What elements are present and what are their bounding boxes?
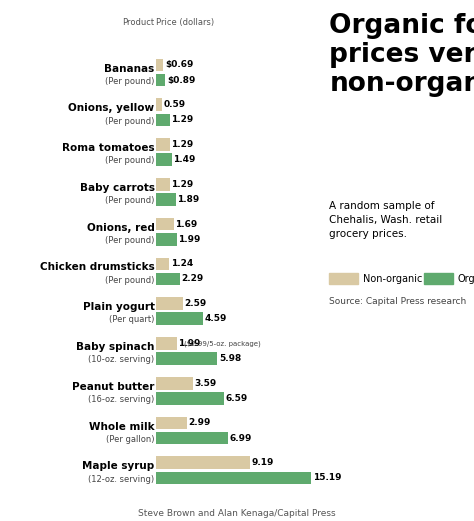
Bar [156,297,183,310]
Text: (Per pound): (Per pound) [105,236,155,245]
Bar [156,193,176,206]
Text: (10-oz. serving): (10-oz. serving) [89,355,155,364]
Text: 2.59: 2.59 [184,299,207,308]
Bar [156,377,193,390]
Bar [156,272,180,286]
Text: (Per quart): (Per quart) [109,316,155,325]
Text: 2.29: 2.29 [181,275,203,283]
Text: 0.59: 0.59 [164,100,186,109]
Text: Onions, yellow: Onions, yellow [68,103,155,114]
Text: Chicken drumsticks: Chicken drumsticks [40,263,155,272]
Text: Bananas: Bananas [104,64,155,73]
Bar [156,257,169,270]
Text: Organic: Organic [457,274,474,284]
Text: 5.98: 5.98 [219,354,241,363]
Text: 1.29: 1.29 [171,115,193,125]
Bar [156,313,203,325]
Text: Whole milk: Whole milk [89,421,155,431]
Text: 1.99: 1.99 [178,339,201,348]
Text: (Per pound): (Per pound) [105,77,155,86]
Text: 1.49: 1.49 [173,155,195,164]
Text: Maple syrup: Maple syrup [82,462,155,472]
Text: 1.69: 1.69 [175,220,198,229]
Bar [156,74,165,86]
Text: 15.19: 15.19 [313,474,341,482]
Text: 4.59: 4.59 [205,314,227,323]
Text: Product: Product [122,18,155,27]
Text: (Per pound): (Per pound) [105,156,155,165]
Text: (16-oz. serving): (16-oz. serving) [88,395,155,404]
Text: 6.99: 6.99 [229,433,252,443]
Bar [156,472,311,484]
Bar [156,218,173,230]
Bar [156,432,228,444]
Text: 1.29: 1.29 [171,180,193,189]
Text: Source: Capital Press research: Source: Capital Press research [329,297,467,306]
Bar [156,114,170,126]
Bar [156,153,172,166]
Text: (Per pound): (Per pound) [105,196,155,205]
Text: 9.19: 9.19 [252,458,274,467]
Text: Onions, red: Onions, red [87,222,155,233]
Text: Steve Brown and Alan Kenaga/Capital Press: Steve Brown and Alan Kenaga/Capital Pres… [138,510,336,518]
Text: Baby spinach: Baby spinach [76,342,155,352]
Text: $0.89: $0.89 [167,76,195,84]
Bar [156,337,177,350]
Text: 1.24: 1.24 [171,259,193,268]
Text: Baby carrots: Baby carrots [80,183,155,193]
Bar [156,352,218,365]
Text: Roma tomatoes: Roma tomatoes [62,143,155,153]
Text: 3.59: 3.59 [194,379,217,388]
Text: (Per pound): (Per pound) [105,117,155,126]
Text: Organic food
prices versus
non-organic: Organic food prices versus non-organic [329,13,474,97]
Text: Price (dollars): Price (dollars) [156,18,215,27]
Text: (Per pound): (Per pound) [105,276,155,284]
Text: A random sample of
Chehalis, Wash. retail
grocery prices.: A random sample of Chehalis, Wash. retai… [329,201,443,239]
Text: 2.99: 2.99 [189,418,211,428]
Bar [156,233,177,245]
Bar [156,178,170,191]
Text: 1.89: 1.89 [177,195,200,204]
Text: ($2.99/5-oz. package): ($2.99/5-oz. package) [184,340,261,346]
Text: (Per gallon): (Per gallon) [106,435,155,444]
Bar [156,59,164,71]
Text: Peanut butter: Peanut butter [72,382,155,392]
Bar [156,417,187,429]
Text: (12-oz. serving): (12-oz. serving) [89,475,155,483]
Text: Non-organic: Non-organic [363,274,422,284]
Text: 1.29: 1.29 [171,140,193,149]
Bar [156,392,224,405]
Bar [156,456,250,469]
Bar [156,138,170,151]
Text: 1.99: 1.99 [178,235,201,244]
Text: 6.59: 6.59 [225,394,247,403]
Text: Plain yogurt: Plain yogurt [82,302,155,312]
Bar [156,98,163,111]
Text: $0.69: $0.69 [165,60,193,69]
